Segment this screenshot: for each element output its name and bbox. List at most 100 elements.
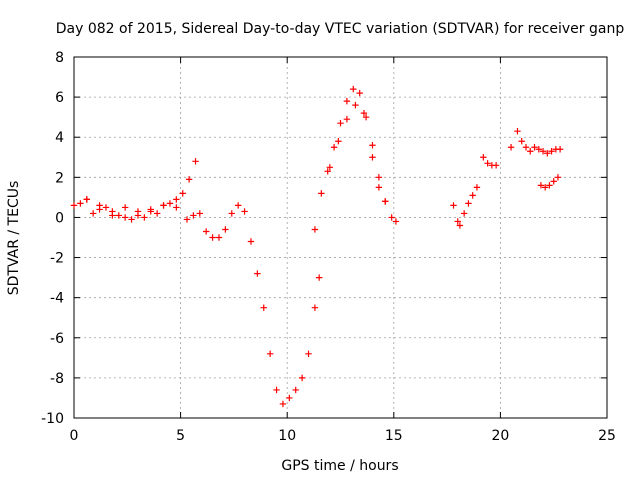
y-tick-label: -2 xyxy=(50,251,64,267)
data-point xyxy=(546,182,553,189)
data-point xyxy=(337,119,344,127)
data-point xyxy=(128,216,135,223)
data-point xyxy=(388,214,395,221)
data-point xyxy=(484,160,491,167)
data-point xyxy=(121,204,129,211)
data-point xyxy=(326,164,334,171)
data-point xyxy=(392,218,400,225)
data-point xyxy=(335,138,342,145)
data-point xyxy=(247,238,255,245)
data-point xyxy=(343,115,351,123)
axis-ticks: 0 5 10 15 20 25 -10 -8 -6 -4 -2 0 2 4 6 8 xyxy=(41,50,616,444)
data-point xyxy=(507,144,515,151)
data-point xyxy=(375,174,383,181)
data-point xyxy=(173,204,180,211)
data-point xyxy=(343,97,351,105)
data-point xyxy=(121,214,129,221)
data-point xyxy=(83,196,90,203)
data-point xyxy=(183,216,191,223)
data-segment-8 xyxy=(507,128,564,157)
data-point xyxy=(362,113,370,121)
data-point xyxy=(273,386,280,394)
data-point xyxy=(330,144,338,151)
data-segment-9 xyxy=(537,174,562,191)
data-point xyxy=(352,101,359,109)
data-point xyxy=(554,174,562,181)
data-point xyxy=(279,400,287,408)
data-point xyxy=(350,85,357,93)
data-point xyxy=(89,210,97,217)
y-tick-label: 2 xyxy=(55,170,64,186)
y-tick-label: 6 xyxy=(55,90,64,106)
data-point xyxy=(141,214,148,221)
data-point xyxy=(537,182,545,189)
data-point xyxy=(173,196,180,203)
data-point xyxy=(190,212,197,219)
data-point xyxy=(196,210,203,217)
data-point xyxy=(450,202,457,209)
data-point xyxy=(260,304,267,311)
data-point xyxy=(77,200,84,207)
data-point xyxy=(550,178,557,185)
x-tick-label: 15 xyxy=(385,428,403,444)
data-point xyxy=(179,190,186,197)
data-point xyxy=(254,270,261,277)
data-point xyxy=(315,274,323,281)
data-point xyxy=(202,228,210,235)
data-point xyxy=(160,202,167,209)
data-point xyxy=(209,234,216,241)
y-tick-label: 0 xyxy=(55,210,64,226)
data-point xyxy=(147,208,154,215)
y-tick-label: -8 xyxy=(50,371,64,387)
data-point xyxy=(115,212,122,219)
data-point xyxy=(460,210,468,217)
x-axis-label: GPS time / hours xyxy=(281,458,398,474)
data-point xyxy=(109,212,116,219)
chart-title: Day 082 of 2015, Sidereal Day-to-day VTE… xyxy=(56,21,625,37)
data-point xyxy=(70,202,78,209)
data-point xyxy=(228,210,235,217)
x-tick-label: 20 xyxy=(491,428,509,444)
data-point xyxy=(292,386,299,394)
data-point xyxy=(492,162,500,169)
data-point xyxy=(311,226,319,233)
data-point xyxy=(360,109,368,117)
plot-frame xyxy=(73,56,608,419)
data-point xyxy=(234,202,242,209)
data-point xyxy=(454,218,461,225)
y-tick-label: -10 xyxy=(41,411,64,427)
data-points xyxy=(70,85,564,408)
data-point xyxy=(96,206,103,213)
x-tick-label: 25 xyxy=(598,428,616,444)
data-point xyxy=(544,150,551,157)
data-point xyxy=(318,190,325,197)
data-point xyxy=(369,154,376,161)
data-point xyxy=(102,204,110,211)
data-point xyxy=(480,154,487,161)
data-point xyxy=(531,144,538,151)
y-tick-label: 8 xyxy=(55,50,64,66)
data-point xyxy=(541,184,549,191)
x-tick-label: 10 xyxy=(278,428,296,444)
data-point xyxy=(305,350,312,358)
data-point xyxy=(153,210,161,217)
y-tick-label: -6 xyxy=(50,331,64,347)
data-segment-2 xyxy=(83,196,180,221)
data-segment-5 xyxy=(326,101,389,205)
x-tick-label: 0 xyxy=(70,428,79,444)
data-segment-6 xyxy=(450,184,481,229)
data-segment-7 xyxy=(480,154,500,169)
data-point xyxy=(527,148,534,155)
data-point xyxy=(311,304,319,311)
data-point xyxy=(382,198,389,205)
data-point xyxy=(286,394,293,402)
y-axis-label: SDTVAR / TECUs xyxy=(6,181,22,296)
data-point xyxy=(539,148,547,155)
data-point xyxy=(266,350,274,358)
data-point xyxy=(192,158,199,165)
data-point xyxy=(469,192,476,199)
data-point xyxy=(134,212,142,219)
data-point xyxy=(241,208,248,215)
data-point xyxy=(215,234,223,241)
